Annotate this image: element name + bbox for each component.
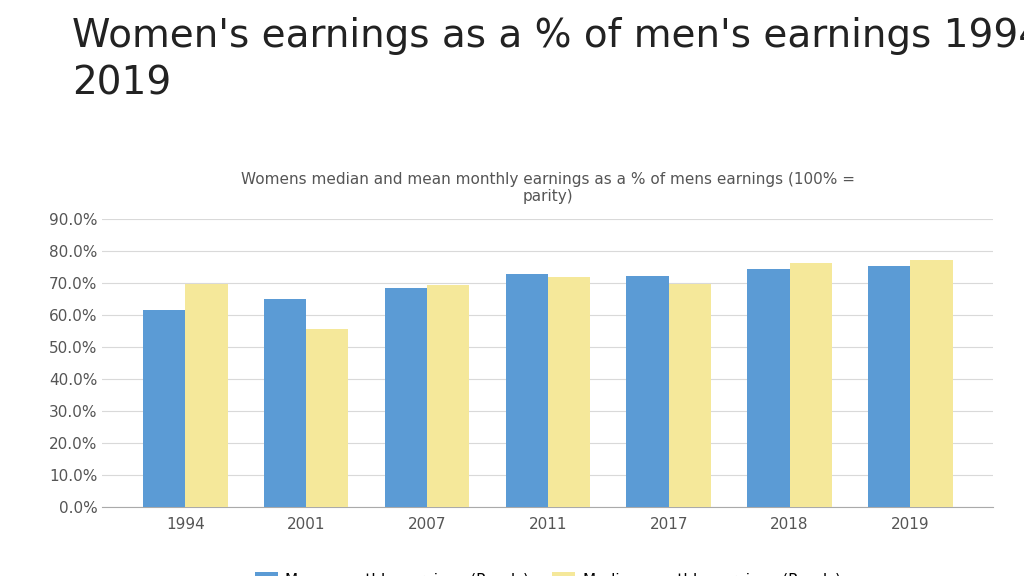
Legend: Mean monthly earnings (Rands), Median monthly earnings (Rands): Mean monthly earnings (Rands), Median mo… — [249, 566, 847, 576]
Bar — [868, 266, 910, 507]
Bar — [669, 284, 711, 507]
Text: Women's earnings as a % of men's earnings 1994-
2019: Women's earnings as a % of men's earning… — [72, 17, 1024, 103]
Bar — [185, 283, 227, 507]
Bar — [627, 275, 669, 507]
Bar — [790, 263, 831, 507]
Bar — [306, 329, 348, 507]
Bar — [910, 260, 952, 507]
Text: Womens median and mean monthly earnings as a % of mens earnings (100% =
parity): Womens median and mean monthly earnings … — [241, 172, 855, 204]
Bar — [143, 310, 185, 507]
Bar — [264, 298, 306, 507]
Bar — [748, 270, 790, 507]
Bar — [427, 286, 469, 507]
Bar — [506, 274, 548, 507]
Bar — [385, 287, 427, 507]
Bar — [548, 277, 590, 507]
